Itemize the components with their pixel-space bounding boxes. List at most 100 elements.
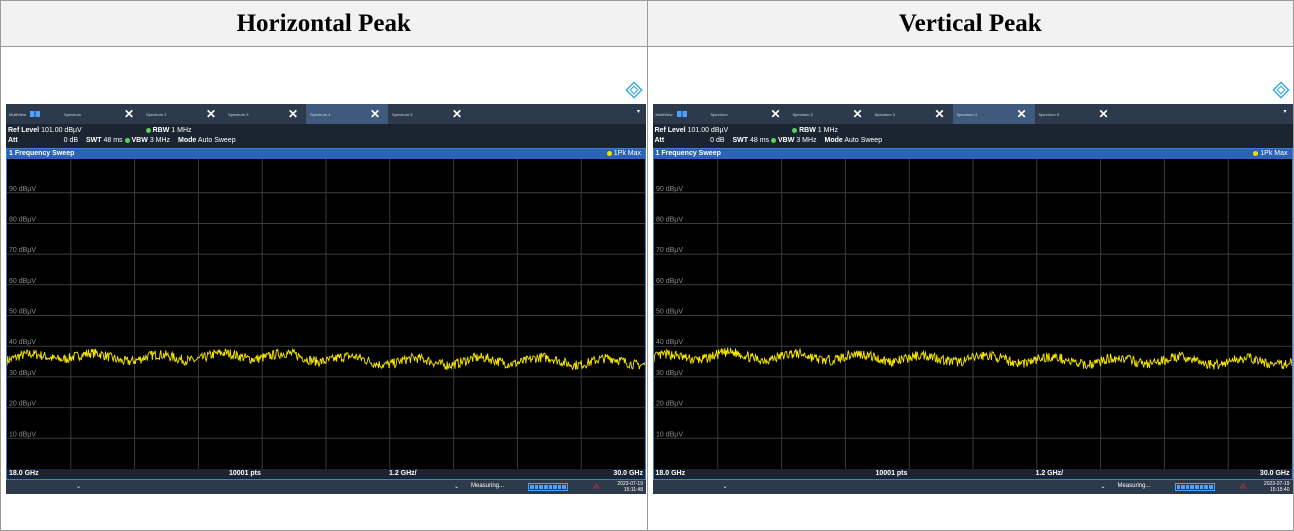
ref-level-label: Ref Level [654, 127, 686, 134]
y-tick-label: 90 dBµV [656, 186, 683, 193]
span-per-division: 1.2 GHz/ [389, 470, 417, 477]
clock: 2023-07-19 15:15:40 [1264, 481, 1290, 493]
close-icon[interactable]: ✕ [852, 107, 863, 121]
swt-value[interactable]: 48 ms [750, 137, 770, 144]
tab-label: Spectrum 4 [956, 111, 977, 117]
window-title: 1 Frequency Sweep [655, 150, 721, 157]
sweep-points: 10001 pts [875, 470, 908, 477]
tab-spectrum[interactable]: Spectrum ✕ [707, 104, 789, 124]
tab-label: MultiView [655, 111, 673, 117]
header-horizontal-peak: Horizontal Peak [0, 0, 648, 47]
tab-spectrum-3[interactable]: Spectrum 3 ✕ [224, 104, 306, 124]
swt-label: SWT [85, 137, 102, 144]
analyzer-panel-vertical: MultiView Spectrum ✕ Spectrum 2 ✕ Spectrum… [648, 47, 1294, 531]
tab-label: Spectrum [64, 111, 82, 117]
date: 2023-07-19 [617, 481, 643, 487]
y-tick-label: 70 dBµV [9, 247, 36, 254]
trace-legend[interactable]: 1Pk Max [606, 149, 641, 159]
mode-value[interactable]: Auto Sweep [844, 137, 883, 144]
close-icon[interactable]: ✕ [369, 107, 380, 121]
y-tick-label: 70 dBµV [656, 247, 683, 254]
tab-label: Spectrum 2 [146, 111, 167, 117]
y-tick-label: 10 dBµV [656, 431, 683, 438]
spectrum-plot[interactable]: 90 dBµV 80 dBµV 70 dBµV 60 dBµV 50 dBµV 40 dB… [7, 159, 645, 469]
tab-spectrum-4[interactable]: Spectrum 4 ✕ [306, 104, 388, 124]
network-icon[interactable]: ⁂ [593, 484, 600, 491]
window-title-bar: 1 Frequency Sweep 1Pk Max [653, 149, 1292, 159]
analyzer-screen: MultiView Spectrum ✕ Spectrum 2 ✕ Spectrum… [652, 104, 1293, 494]
vbw-value[interactable]: 3 MHz [149, 137, 171, 144]
trace-legend[interactable]: 1Pk Max [1253, 149, 1288, 159]
vbw-label: VBW [778, 137, 795, 144]
analyzer-panel-horizontal: MultiView Spectrum ✕ Spectrum 2 ✕ Spectrum… [1, 47, 647, 531]
tab-spectrum-2[interactable]: Spectrum 2 ✕ [789, 104, 871, 124]
tab-spectrum-5[interactable]: Spectrum 5 ✕ [388, 104, 470, 124]
rohde-schwarz-logo [1271, 81, 1290, 99]
network-icon[interactable]: ⁂ [1239, 484, 1247, 491]
sweep-window: 1 Frequency Sweep 1Pk Max 90 dBµV 80 dBµV… [6, 148, 646, 480]
status-dot-icon [145, 127, 151, 133]
time: 15:11:48 [623, 487, 643, 493]
y-tick-label: 80 dBµV [9, 217, 36, 224]
multiview-icon [30, 111, 41, 117]
rohde-schwarz-logo [625, 81, 643, 99]
multiview-icon [676, 111, 687, 117]
rbw-label: RBW [799, 127, 816, 134]
att-value[interactable]: 0 dB [710, 137, 725, 144]
rbw-value[interactable]: 1 MHz [171, 127, 192, 134]
close-icon[interactable]: ✕ [287, 107, 298, 121]
tab-spectrum-3[interactable]: Spectrum 3 ✕ [871, 104, 953, 124]
chevron-down-icon[interactable]: ⌄ [76, 484, 82, 490]
close-icon[interactable]: ✕ [123, 107, 134, 121]
mode-label: Mode [824, 137, 843, 144]
tab-spectrum-2[interactable]: Spectrum 2 ✕ [142, 104, 224, 124]
measuring-status: Measuring... [1117, 483, 1151, 489]
close-icon[interactable]: ✕ [205, 107, 216, 121]
close-icon[interactable]: ✕ [451, 107, 462, 121]
chevron-down-icon[interactable]: ⌄ [454, 484, 460, 490]
chevron-down-icon[interactable]: ⌄ [722, 484, 728, 490]
chevron-down-icon[interactable]: ▾ [1283, 109, 1287, 115]
cell-left: MultiView Spectrum ✕ Spectrum 2 ✕ Spectrum… [0, 46, 648, 531]
frequency-axis-footer: 18.0 GHz 10001 pts 1.2 GHz/ 30.0 GHz [653, 469, 1292, 479]
close-icon[interactable]: ✕ [770, 107, 781, 121]
trace-1pk-max [653, 347, 1292, 370]
stop-frequency: 30.0 GHz [1259, 470, 1290, 477]
tab-multiview[interactable]: MultiView [6, 104, 60, 124]
analyzer-screen: MultiView Spectrum ✕ Spectrum 2 ✕ Spectrum… [6, 104, 646, 494]
vbw-label: VBW [131, 137, 148, 144]
measuring-status: Measuring... [471, 483, 505, 489]
att-value[interactable]: 0 dB [63, 137, 79, 144]
y-tick-label: 20 dBµV [9, 401, 36, 408]
header-vertical-peak: Vertical Peak [646, 0, 1294, 47]
close-icon[interactable]: ✕ [1098, 107, 1109, 121]
settings-bar: Ref Level 101.00 dBµV RBW 1 MHz Att 0 dB… [652, 124, 1293, 148]
spectrum-plot[interactable]: 90 dBµV 80 dBµV 70 dBµV 60 dBµV 50 dBµV 40 dB… [653, 159, 1292, 469]
tab-bar: MultiView Spectrum ✕ Spectrum 2 ✕ Spectrum… [652, 104, 1293, 124]
mode-value[interactable]: Auto Sweep [197, 137, 236, 144]
vbw-value[interactable]: 3 MHz [796, 137, 817, 144]
swt-label: SWT [732, 137, 749, 144]
tab-multiview[interactable]: MultiView [653, 104, 707, 124]
tab-bar: MultiView Spectrum ✕ Spectrum 2 ✕ Spectrum… [6, 104, 646, 124]
close-icon[interactable]: ✕ [934, 107, 945, 121]
att-label: Att [654, 137, 665, 144]
chevron-down-icon[interactable]: ⌄ [1100, 484, 1106, 490]
close-icon[interactable]: ✕ [1016, 107, 1027, 121]
rbw-value[interactable]: 1 MHz [817, 127, 839, 134]
att-label: Att [8, 137, 18, 144]
tab-spectrum-5[interactable]: Spectrum 5 ✕ [1035, 104, 1117, 124]
start-frequency: 18.0 GHz [655, 470, 686, 477]
mode-label: Mode [178, 137, 197, 144]
window-title: 1 Frequency Sweep [9, 150, 75, 157]
span-per-division: 1.2 GHz/ [1035, 470, 1064, 477]
ref-level-value[interactable]: 101.00 dBµV [687, 127, 729, 134]
ref-level-value[interactable]: 101.00 dBµV [41, 127, 82, 134]
progress-bar [1174, 483, 1215, 491]
tab-spectrum[interactable]: Spectrum ✕ [60, 104, 142, 124]
swt-value[interactable]: 48 ms [103, 137, 123, 144]
chevron-down-icon[interactable]: ▾ [636, 109, 640, 115]
trace-1pk-max [7, 347, 645, 371]
tab-label: Spectrum 4 [310, 111, 331, 117]
tab-spectrum-4[interactable]: Spectrum 4 ✕ [952, 104, 1035, 124]
